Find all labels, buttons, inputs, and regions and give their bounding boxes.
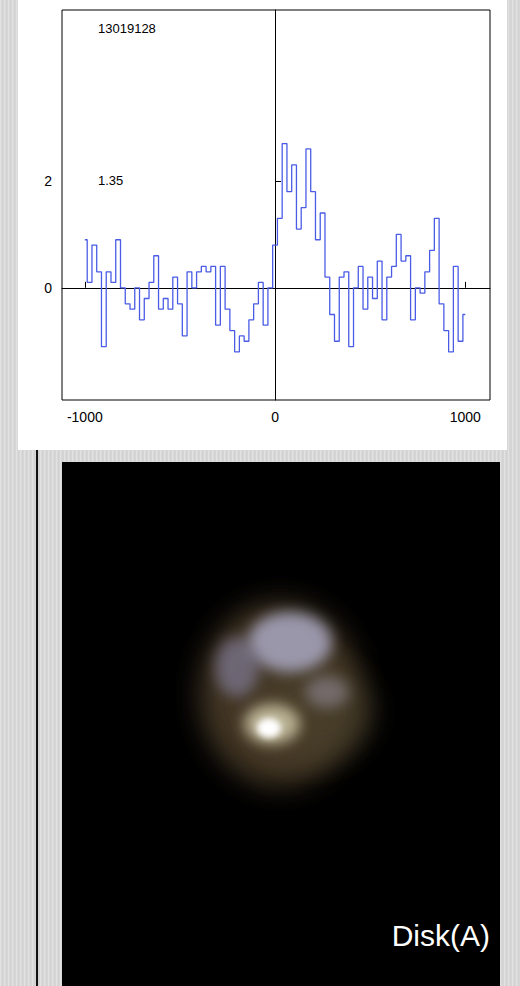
svg-text:1000: 1000 bbox=[450, 409, 481, 425]
svg-text:0: 0 bbox=[271, 409, 279, 425]
svg-text:-1000: -1000 bbox=[67, 409, 103, 425]
svg-text:Disk(A): Disk(A) bbox=[392, 919, 490, 952]
svg-text:1.35: 1.35 bbox=[98, 173, 123, 188]
svg-text:0: 0 bbox=[44, 280, 52, 296]
svg-text:13019128: 13019128 bbox=[98, 21, 156, 36]
svg-text:2: 2 bbox=[44, 173, 52, 189]
